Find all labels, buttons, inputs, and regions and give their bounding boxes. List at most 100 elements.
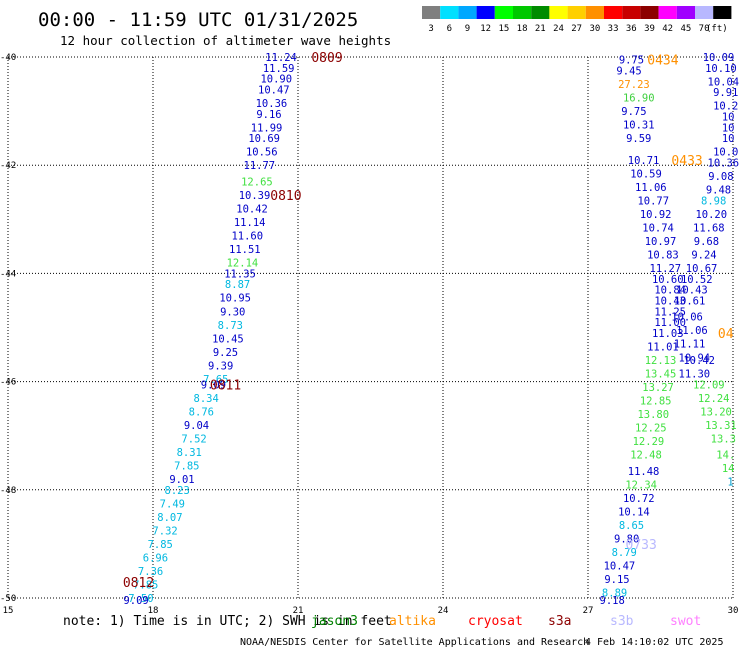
- data-value-label: 12.09: [693, 379, 725, 391]
- data-value-label: 10: [722, 122, 735, 134]
- data-value-label: 11.99: [251, 122, 283, 134]
- data-value-label: 13.3: [711, 433, 736, 445]
- data-value-label: 9.68: [694, 236, 719, 248]
- y-tick-label: -46: [0, 378, 16, 388]
- data-value-label: 12.14: [227, 258, 259, 270]
- data-value-label: 12.34: [625, 479, 657, 491]
- data-value-label: 10.43: [654, 295, 686, 307]
- data-value-label: 9.09: [123, 595, 148, 607]
- data-value-label: 11.25: [654, 306, 686, 318]
- track-time-label: 0810: [270, 189, 301, 204]
- data-value-label: 10.20: [695, 209, 727, 221]
- data-value-label: 10.67: [686, 263, 718, 275]
- data-value-label: 9.39: [208, 360, 233, 372]
- data-value-label: 10.0: [713, 147, 738, 159]
- data-value-label: 8.98: [701, 195, 726, 207]
- data-value-label: 12.65: [241, 176, 273, 188]
- plot-grid: [7, 56, 734, 599]
- track-time-label: 04: [718, 327, 734, 342]
- data-value-label: 10.42: [236, 203, 268, 215]
- legend-swatch: [585, 6, 604, 19]
- data-value-label: 10.72: [623, 493, 655, 505]
- data-value-label: 13.27: [642, 382, 674, 394]
- chart-subtitle: 12 hour collection of altimeter wave hei…: [60, 33, 391, 48]
- data-value-label: 16.90: [623, 93, 655, 105]
- data-value-label: 10.60: [652, 274, 684, 286]
- track-time-label: 0811: [210, 378, 241, 393]
- data-value-label: 10.10: [705, 63, 737, 75]
- satellite-swot: swot: [670, 614, 701, 629]
- data-value-label: 10.39: [239, 190, 271, 202]
- legend-label: 36: [626, 24, 637, 34]
- legend-swatch: [549, 6, 568, 19]
- legend-label: 24: [553, 24, 564, 34]
- legend-swatch: [695, 6, 714, 19]
- data-value-label: 9.25: [213, 347, 238, 359]
- data-value-label: 6.96: [143, 552, 168, 564]
- data-value-label: 10.77: [637, 195, 669, 207]
- data-value-label: 9.59: [626, 133, 651, 145]
- satellite-s3a: s3a: [548, 614, 571, 629]
- data-value-label: 11.11: [674, 339, 706, 351]
- y-tick-label: -42: [0, 161, 16, 171]
- track-time-label: 0812: [123, 576, 154, 591]
- data-value-label: 13.45: [645, 368, 677, 380]
- legend-label: 45: [680, 24, 691, 34]
- data-value-label: 9.08: [708, 171, 733, 183]
- data-value-label: 10.84: [654, 285, 686, 297]
- x-axis-ticks: 15 18 21 24 27 30: [3, 606, 739, 616]
- data-value-label: 13.80: [637, 409, 669, 421]
- data-value-label: 11.68: [693, 222, 725, 234]
- data-value-label: 10.42: [683, 355, 715, 367]
- legend-swatch: [476, 6, 495, 19]
- legend-label: 21: [535, 24, 546, 34]
- data-value-label: 7.85: [148, 539, 173, 551]
- data-value-label: 11.03: [652, 328, 684, 340]
- data-value-label: 12.25: [635, 423, 667, 435]
- data-value-label: 10.31: [623, 120, 655, 132]
- data-value-label: 11.00: [654, 317, 686, 329]
- data-value-label: 11.60: [231, 231, 263, 243]
- data-value-label: 12.24: [698, 393, 730, 405]
- legend-swatch: [676, 6, 695, 19]
- data-value-label: 11.01: [647, 341, 679, 353]
- data-value-label: 14: [722, 463, 735, 475]
- legend-label: 6: [447, 24, 452, 34]
- data-value-label: 10.92: [640, 209, 672, 221]
- data-value-label: 11.48: [628, 466, 660, 478]
- legend-label: 70: [699, 24, 710, 34]
- legend-swatch: [494, 6, 513, 19]
- data-value-label: 7.32: [152, 525, 177, 537]
- data-value-label: 10.04: [708, 76, 740, 88]
- data-value-label: 10.09: [703, 52, 735, 64]
- data-value-label: 8.07: [157, 512, 182, 524]
- data-value-label: 10.97: [645, 236, 677, 248]
- data-value-label: 12.48: [630, 450, 662, 462]
- satellite-cryosat: cryosat: [468, 614, 523, 629]
- track-time-label: 0809: [311, 51, 342, 66]
- data-value-label: 11.24: [265, 52, 297, 64]
- track-time-label: 0433: [671, 154, 702, 169]
- legend-swatch: [440, 6, 459, 19]
- data-value-label: 7.85: [133, 579, 158, 591]
- data-value-label: 9.80: [614, 533, 639, 545]
- data-value-label: 7.50: [128, 593, 153, 605]
- satellite-key: jason3 altika cryosat s3a s3b swot: [311, 614, 701, 629]
- data-value-label: 10.69: [248, 133, 280, 145]
- data-value-label: 27.23: [618, 79, 650, 91]
- legend-swatch: [658, 6, 677, 19]
- data-value-label: 10.74: [642, 222, 674, 234]
- data-value-label: 8.76: [189, 406, 214, 418]
- data-value-label: 10.14: [618, 506, 650, 518]
- data-value-label: 10.83: [647, 249, 679, 261]
- legend-label: 42: [662, 24, 673, 34]
- data-value-label: 10: [722, 112, 735, 124]
- y-tick-label: -50: [0, 594, 16, 604]
- legend-swatch: [640, 6, 659, 19]
- legend-label: 15: [498, 24, 509, 34]
- x-tick-label: 18: [148, 606, 159, 616]
- x-tick-label: 30: [728, 606, 739, 616]
- data-value-label: 10.59: [630, 168, 662, 180]
- legend-swatch: [622, 6, 641, 19]
